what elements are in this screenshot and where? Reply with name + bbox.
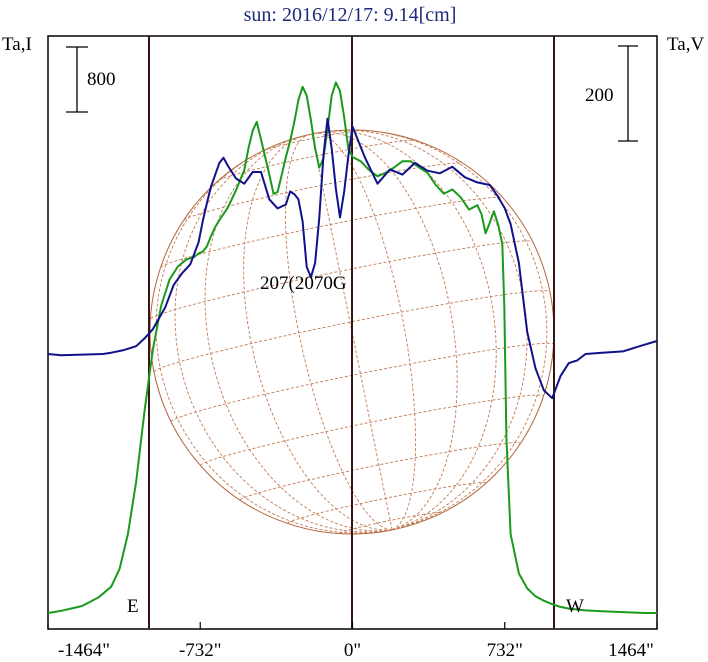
x-tick-label: 732": [487, 640, 523, 661]
series-layer: [47, 81, 658, 614]
x-tick-label: 0": [344, 640, 361, 661]
x-tick-label: 1464": [608, 640, 654, 661]
disk-latitude-line: [239, 442, 521, 501]
right-axis-label: Ta,V: [667, 34, 704, 55]
disk-longitude-line: [284, 134, 393, 531]
scale-bar-right: [618, 45, 638, 142]
west-limb-label: W: [566, 596, 584, 617]
disk-longitude-line: [204, 137, 393, 532]
scale-bar-right-label: 200: [585, 85, 614, 106]
chart-title: sun: 2016/12/17: 9.14[cm]: [244, 4, 457, 26]
active-region-annotation: 207(2070G: [260, 273, 347, 294]
scale-bar-left: [66, 46, 88, 113]
disk-longitude-line: [329, 129, 528, 531]
x-axis-ticks: -1464" -732" 0" 732" 1464": [47, 622, 658, 661]
disk-longitude-line: [352, 129, 548, 531]
scale-bar-left-label: 800: [87, 69, 116, 90]
disk-longitude-line: [326, 130, 497, 531]
disk-longitude-line: [322, 131, 458, 531]
disk-latitude-line: [200, 394, 544, 466]
disk-longitude-line: [174, 138, 393, 533]
east-limb-label: E: [127, 596, 139, 617]
left-axis-label: Ta,I: [2, 34, 32, 55]
x-tick-label: -1464": [58, 640, 110, 661]
disk-longitude-line: [155, 145, 393, 534]
series-line-polarization: [47, 117, 658, 400]
disk-longitude-line: [314, 132, 416, 531]
x-tick-label: -732": [179, 640, 222, 661]
limb-and-center-lines: [148, 36, 555, 629]
series-line-intensity: [47, 81, 657, 614]
